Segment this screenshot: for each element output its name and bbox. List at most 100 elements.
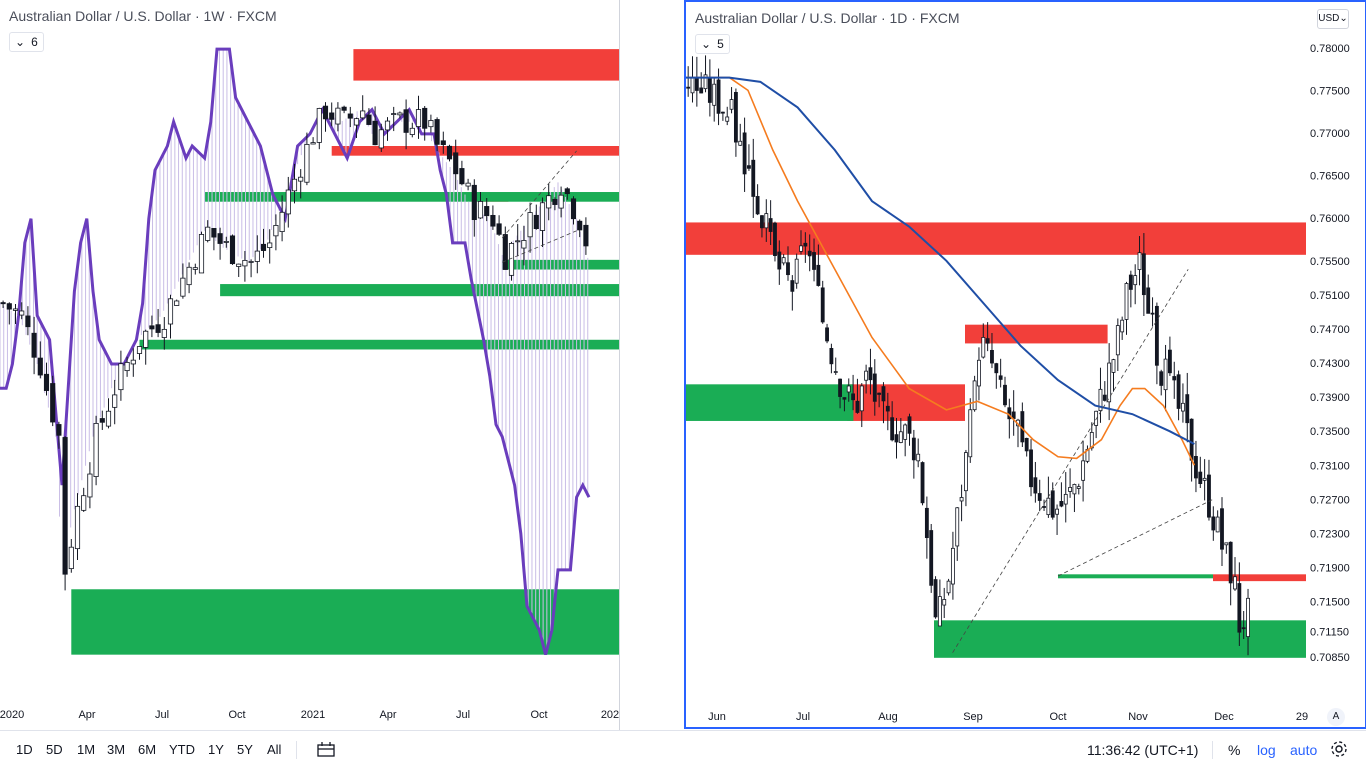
candle-body xyxy=(198,234,205,274)
price-tick-label: 0.76000 xyxy=(1310,213,1350,225)
timeframe-1d[interactable]: 1D xyxy=(16,742,33,757)
weekly-price-scale-area[interactable] xyxy=(620,0,682,730)
candle-body xyxy=(409,127,415,135)
settings-gear-icon[interactable] xyxy=(1330,740,1348,758)
auto-scale-button[interactable]: A xyxy=(1327,708,1345,726)
candle-body xyxy=(546,195,552,209)
candle-body xyxy=(720,111,725,114)
time-tick-label: Apr xyxy=(78,709,95,721)
candle-body xyxy=(298,176,304,182)
candle-body xyxy=(877,392,882,395)
supply-zone xyxy=(353,49,619,81)
daily-chart-pane[interactable]: 0.78000 0.77500 0.77000 0.76500 0.76000 0.755… xyxy=(684,0,1366,729)
price-tick-label: 0.71500 xyxy=(1310,597,1350,609)
percent-scale-toggle[interactable]: % xyxy=(1228,742,1241,758)
daily-chart-canvas[interactable]: 0.78000 0.77500 0.77000 0.76500 0.76000 0.755… xyxy=(686,2,1365,727)
candle-body xyxy=(725,116,730,122)
candle-body xyxy=(143,330,149,348)
candle-body xyxy=(37,357,43,376)
candle-body xyxy=(552,199,558,205)
date-range-icon[interactable] xyxy=(316,741,336,759)
weekly-chart-canvas[interactable]: 0.800000.780000.760000.740000.720000.700… xyxy=(0,0,619,730)
candle-body xyxy=(1102,394,1107,401)
supply-zone xyxy=(847,384,965,421)
candle-body xyxy=(1024,437,1029,452)
candle-body xyxy=(1181,402,1185,412)
time-tick-label: Jul xyxy=(796,711,810,723)
candle-body xyxy=(558,194,564,209)
candle-body xyxy=(820,287,825,323)
timeframe-6m[interactable]: 6M xyxy=(138,742,157,757)
candle-body xyxy=(950,547,955,585)
timeframe-5d[interactable]: 5D xyxy=(46,742,63,757)
candle-body xyxy=(155,324,161,333)
candle-body xyxy=(273,225,279,237)
candle-body xyxy=(777,251,782,270)
log-scale-toggle[interactable]: log xyxy=(1257,742,1276,758)
candle-body xyxy=(747,165,751,169)
candle-body xyxy=(1115,325,1120,356)
candle-body xyxy=(1237,583,1242,633)
candle-body xyxy=(397,112,403,116)
candle-body xyxy=(946,580,951,594)
candle-body xyxy=(0,302,6,305)
candle-body xyxy=(773,222,777,257)
candle-body xyxy=(881,386,886,402)
candle-body xyxy=(955,507,960,547)
price-tick-label: 0.71900 xyxy=(1310,563,1350,575)
channel-trendline xyxy=(501,150,577,239)
daily-legend-toggle[interactable]: ⌄ 5 xyxy=(695,34,730,54)
timeframe-all[interactable]: All xyxy=(267,742,282,757)
candle-body xyxy=(577,220,583,231)
time-tick-label: Sep xyxy=(963,711,983,723)
candle-body xyxy=(93,423,99,477)
candle-body xyxy=(694,77,699,91)
price-tick-label: 0.73900 xyxy=(1310,392,1350,404)
timeframe-ytd[interactable]: YTD xyxy=(169,742,195,757)
price-tick-label: 0.72300 xyxy=(1310,528,1350,540)
currency-selector[interactable]: USD⌄ xyxy=(1317,9,1349,29)
clock-timezone[interactable]: 11:36:42 (UTC+1) xyxy=(1087,742,1199,758)
price-tick-label: 0.76500 xyxy=(1310,171,1350,183)
candle-body xyxy=(1224,542,1229,546)
demand-zone xyxy=(1058,574,1213,579)
candle-body xyxy=(707,77,712,103)
candle-body xyxy=(254,250,260,262)
candle-body xyxy=(477,201,484,219)
timeframe-5y[interactable]: 5Y xyxy=(237,742,253,757)
supply-zone xyxy=(1213,574,1306,582)
candle-body xyxy=(733,91,738,143)
candle-body xyxy=(742,132,747,175)
candle-body xyxy=(959,497,964,502)
candle-body xyxy=(933,579,938,618)
candle-body xyxy=(415,109,422,127)
candle-body xyxy=(422,107,428,129)
price-tick-label: 0.70850 xyxy=(1310,652,1350,664)
candle-body xyxy=(446,145,453,160)
candle-body xyxy=(872,373,877,402)
price-tick-label: 0.71150 xyxy=(1310,626,1349,638)
candle-body xyxy=(833,371,838,373)
lagging-span-line xyxy=(0,47,591,656)
time-tick-label: Oct xyxy=(530,709,547,721)
candle-body xyxy=(74,505,81,550)
timeframe-1y[interactable]: 1Y xyxy=(208,742,224,757)
daily-chart-title: Australian Dollar / U.S. Dollar · 1D · F… xyxy=(695,10,960,26)
candle-body xyxy=(998,375,1003,380)
candle-body xyxy=(149,325,155,330)
candle-body xyxy=(764,213,769,229)
timeframe-3m[interactable]: 3M xyxy=(107,742,126,757)
candle-body xyxy=(738,140,743,146)
weekly-chart-pane[interactable]: 0.800000.780000.760000.740000.720000.700… xyxy=(0,0,620,730)
candle-body xyxy=(868,367,873,381)
candle-body xyxy=(972,380,977,411)
timeframe-1m[interactable]: 1M xyxy=(77,742,96,757)
candle-body xyxy=(1137,252,1142,270)
candle-body xyxy=(1033,477,1038,494)
candle-body xyxy=(192,267,198,270)
candle-body xyxy=(1189,418,1194,461)
candle-body xyxy=(729,99,734,110)
auto-scale-toggle[interactable]: auto xyxy=(1290,742,1318,758)
weekly-legend-toggle[interactable]: ⌄ 6 xyxy=(9,32,44,52)
candle-body xyxy=(699,87,704,94)
